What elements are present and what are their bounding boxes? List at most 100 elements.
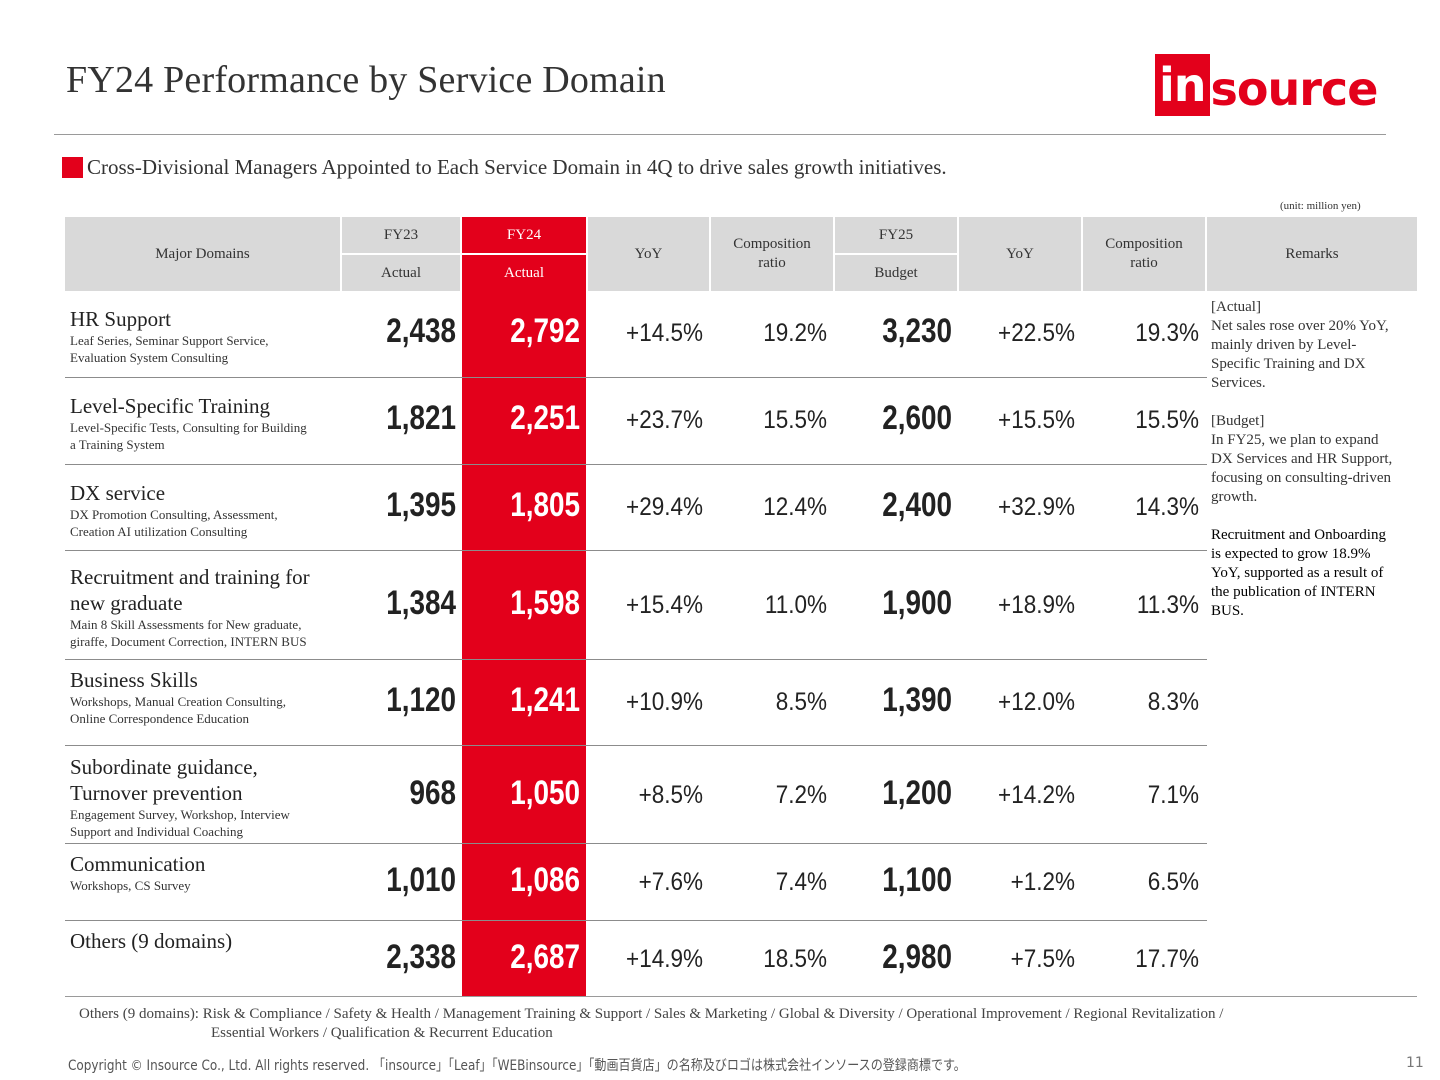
fy25-budget-value: 2,600 [882, 399, 952, 437]
header-remarks: Remarks [1207, 217, 1417, 291]
table-bottom-rule [65, 996, 1417, 997]
title-divider [54, 134, 1386, 135]
row-divider [65, 745, 1207, 746]
header-composition-fy25-line1: Composition [1105, 236, 1183, 252]
header-fy25-budget: Budget [835, 255, 957, 291]
domain-description: Workshops, CS Survey [70, 878, 191, 893]
remarks-line: YoY, supported as a result of [1211, 565, 1384, 581]
fy25-budget-value: 2,400 [882, 486, 952, 524]
fy25-composition-value: 17.7% [1135, 945, 1199, 973]
row-divider [65, 550, 1207, 551]
header-fy25: FY25 [835, 217, 957, 253]
fy25-budget-value: 1,200 [882, 774, 952, 812]
fy25-composition-value: 7.1% [1147, 781, 1199, 809]
header-yoy-fy24: YoY [588, 217, 709, 291]
row-divider [65, 377, 1207, 378]
domain-description: Support and Individual Coaching [70, 824, 243, 839]
unit-note: (unit: million yen) [1280, 200, 1361, 212]
footnote-line2: Essential Workers / Qualification & Recu… [211, 1025, 553, 1041]
domain-name: DX service [70, 481, 166, 505]
domain-name: Subordinate guidance, [70, 755, 258, 779]
fy25-composition-value: 14.3% [1135, 493, 1199, 521]
remarks-line: DX Services and HR Support, [1211, 451, 1393, 467]
fy25-budget-value: 1,900 [882, 584, 952, 622]
domain-description: Online Correspondence Education [70, 711, 250, 726]
fy25-yoy-value: +12.0% [998, 688, 1075, 716]
header-composition-fy24-line2: ratio [758, 255, 786, 271]
fy25-budget-value: 3,230 [882, 312, 952, 350]
domain-description: Evaluation System Consulting [70, 350, 229, 365]
logo-source: source [1210, 62, 1379, 116]
domain-description: giraffe, Document Correction, INTERN BUS [70, 634, 307, 649]
domain-description: Main 8 Skill Assessments for New graduat… [70, 617, 302, 632]
remarks-actual-heading: [Actual] [1211, 299, 1261, 315]
fy25-composition-value: 15.5% [1135, 406, 1199, 434]
header-yoy-fy25: YoY [959, 217, 1081, 291]
logo-in: in [1155, 54, 1210, 116]
fy24-composition-value: 19.2% [763, 319, 827, 347]
header-major-domains: Major Domains [65, 217, 340, 291]
row-divider [65, 920, 1207, 921]
fy24-yoy-value: +7.6% [638, 868, 703, 896]
fy25-budget-value: 2,980 [882, 938, 952, 976]
remarks-line: BUS. [1211, 603, 1244, 619]
header-fy24-actual: Actual [462, 255, 586, 291]
row-divider [65, 843, 1207, 844]
fy23-actual-value: 1,384 [386, 584, 456, 622]
fy25-composition-value: 8.3% [1147, 688, 1199, 716]
red-square-bullet-icon [62, 157, 83, 178]
remarks-line: Net sales rose over 20% YoY, [1211, 318, 1389, 334]
fy25-composition-value: 6.5% [1147, 868, 1199, 896]
remarks-line: focusing on consulting-driven [1211, 470, 1391, 486]
footnote-line1: Others (9 domains): Risk & Compliance / … [79, 1006, 1224, 1022]
remarks-line: In FY25, we plan to expand [1211, 432, 1379, 448]
fy23-actual-value: 2,338 [386, 938, 456, 976]
remarks-line: is expected to grow 18.9% [1211, 546, 1371, 562]
remarks-line: Specific Training and DX [1211, 356, 1366, 372]
domain-description: Workshops, Manual Creation Consulting, [70, 694, 286, 709]
header-fy23-actual: Actual [342, 255, 460, 291]
row-divider [65, 659, 1207, 660]
fy24-composition-value: 12.4% [763, 493, 827, 521]
remarks-line: Recruitment and Onboarding [1211, 527, 1386, 543]
domain-description: Level-Specific Tests, Consulting for Bui… [70, 420, 307, 435]
fy24-yoy-value: +8.5% [638, 781, 703, 809]
header-composition-fy24: Composition ratio [711, 217, 833, 291]
fy24-actual-value: 1,598 [510, 584, 580, 622]
page-title: FY24 Performance by Service Domain [66, 59, 666, 101]
remarks-line: growth. [1211, 489, 1258, 505]
domain-name-line2: new graduate [70, 591, 183, 615]
subtitle-text: Cross-Divisional Managers Appointed to E… [87, 155, 947, 179]
copyright-notice: Copyright © Insource Co., Ltd. All right… [68, 1058, 966, 1074]
remarks-line: mainly driven by Level- [1211, 337, 1357, 353]
fy25-yoy-value: +32.9% [998, 493, 1075, 521]
fy25-composition-value: 19.3% [1135, 319, 1199, 347]
fy24-actual-value: 1,805 [510, 486, 580, 524]
domain-description: Creation AI utilization Consulting [70, 524, 248, 539]
fy25-yoy-value: +15.5% [998, 406, 1075, 434]
page-number: 11 [1406, 1055, 1424, 1071]
header-composition-fy25: Composition ratio [1083, 217, 1205, 291]
fy25-budget-value: 1,390 [882, 681, 952, 719]
fy24-composition-value: 7.4% [775, 868, 827, 896]
fy24-actual-value: 2,687 [510, 938, 580, 976]
fy24-composition-value: 18.5% [763, 945, 827, 973]
header-fy23: FY23 [342, 217, 460, 253]
fy25-budget-value: 1,100 [882, 861, 952, 899]
domain-description: Leaf Series, Seminar Support Service, [70, 333, 269, 348]
fy25-yoy-value: +22.5% [998, 319, 1075, 347]
domain-name-line2: Turnover prevention [70, 781, 243, 805]
domain-name: Communication [70, 852, 206, 876]
fy25-yoy-value: +7.5% [1010, 945, 1075, 973]
fy24-actual-value: 2,792 [510, 312, 580, 350]
fy24-actual-value: 1,086 [510, 861, 580, 899]
remarks-line: the publication of INTERN [1211, 584, 1376, 600]
header-composition-fy25-line2: ratio [1130, 255, 1158, 271]
row-divider [65, 464, 1207, 465]
fy24-actual-value: 1,241 [510, 681, 580, 719]
insource-logo: in source [1155, 54, 1379, 116]
fy24-yoy-value: +14.5% [626, 319, 703, 347]
fy23-actual-value: 1,821 [386, 399, 456, 437]
fy24-yoy-value: +10.9% [626, 688, 703, 716]
domain-name: Business Skills [70, 668, 198, 692]
